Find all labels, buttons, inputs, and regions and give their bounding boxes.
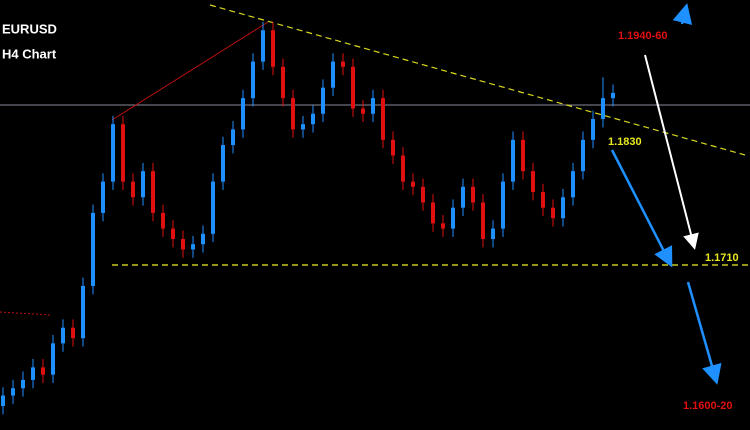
candle-body — [301, 124, 305, 130]
candle-body — [531, 171, 535, 193]
candle-body — [281, 66, 285, 99]
candle-body — [21, 379, 25, 389]
candle-body — [221, 145, 225, 182]
candle-body — [461, 186, 465, 208]
chart-title: EURUSD — [2, 21, 57, 36]
candles — [1, 21, 615, 415]
candle-body — [511, 139, 515, 182]
target-label: 1.1600-20 — [683, 400, 733, 412]
candle-body — [401, 155, 405, 182]
trend-line — [209, 4, 746, 156]
candle-body — [601, 98, 605, 119]
candle-body — [371, 98, 375, 114]
arrow — [672, 3, 693, 25]
candle-body — [1, 395, 5, 406]
swing-line — [111, 21, 269, 121]
candle-body — [351, 66, 355, 109]
candle-body — [491, 228, 495, 240]
level-label: 1.1710 — [705, 252, 739, 264]
candle-body — [131, 181, 135, 198]
candle-body — [11, 388, 15, 396]
swing-line — [0, 311, 51, 316]
candle-body — [141, 171, 145, 198]
candle-body — [361, 108, 365, 114]
candle-body — [71, 327, 75, 339]
candle-body — [411, 181, 415, 187]
candle-body — [101, 181, 105, 213]
candle-body — [541, 192, 545, 208]
candle-body — [321, 87, 325, 114]
candle-body — [571, 171, 575, 198]
candle-body — [521, 139, 525, 172]
candle-body — [551, 207, 555, 219]
arrow — [686, 281, 722, 385]
chart-subtitle: H4 Chart — [2, 46, 57, 61]
candle-body — [561, 197, 565, 219]
candle-body — [581, 139, 585, 172]
candle-body — [161, 212, 165, 229]
candle-body — [471, 186, 475, 203]
candle-body — [91, 212, 95, 286]
candle-body — [31, 367, 35, 380]
candle-body — [291, 98, 295, 130]
candle-body — [591, 118, 595, 140]
candle-body — [451, 207, 455, 229]
candle-body — [81, 285, 85, 339]
candle-body — [251, 61, 255, 99]
candle-body — [211, 181, 215, 234]
candle-body — [381, 98, 385, 140]
candle-body — [191, 244, 195, 250]
candle-body — [51, 343, 55, 375]
candle-body — [391, 139, 395, 156]
candle-body — [181, 239, 185, 250]
candle-body — [441, 223, 445, 229]
candle-body — [231, 129, 235, 146]
candle-body — [311, 113, 315, 125]
candle-body — [331, 61, 335, 88]
candle-body — [121, 124, 125, 182]
candle-body — [111, 124, 115, 182]
candle-body — [241, 98, 245, 130]
arrow — [644, 54, 699, 250]
candle-body — [271, 30, 275, 67]
candle-body — [171, 228, 175, 240]
candle-body — [151, 171, 155, 213]
candle-body — [431, 202, 435, 224]
candle-body — [201, 233, 205, 245]
candle-body — [501, 181, 505, 229]
arrow — [610, 149, 673, 268]
candle-body — [261, 30, 265, 62]
candle-body — [421, 186, 425, 203]
level-label: 1.1830 — [608, 136, 642, 148]
candle-body — [341, 61, 345, 67]
candle-body — [611, 92, 615, 99]
candle-body — [41, 367, 45, 375]
candle-body — [481, 202, 485, 240]
target-label: 1.1940-60 — [618, 30, 668, 42]
candle-body — [61, 327, 65, 344]
